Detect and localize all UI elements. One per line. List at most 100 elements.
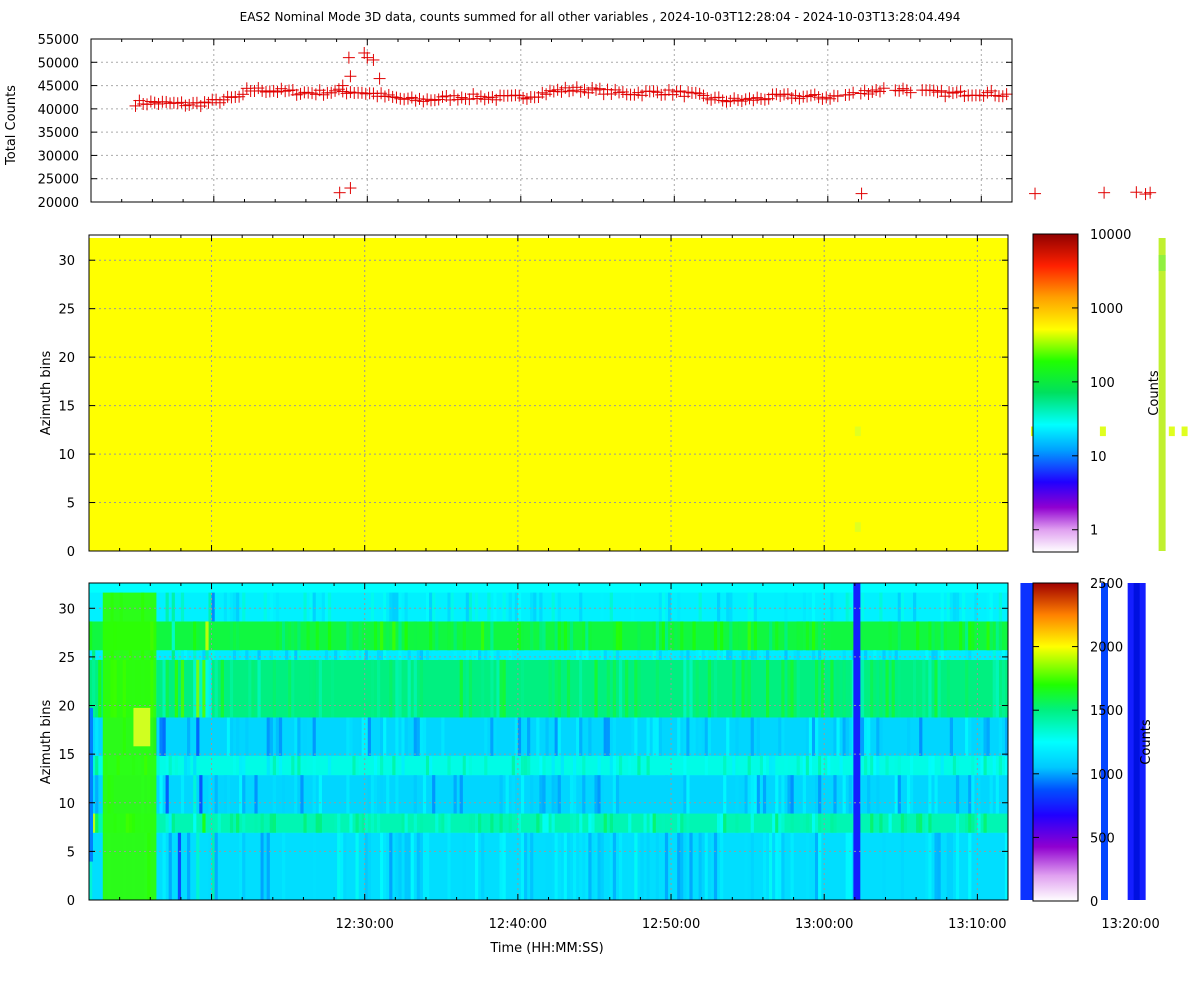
heatmap-cell <box>315 813 319 833</box>
heatmap-cell <box>242 592 246 622</box>
heatmap-cell <box>695 650 699 660</box>
heatmap-cell <box>171 592 175 622</box>
colorbar-tick-label: 1500 <box>1090 704 1123 719</box>
heatmap-cell <box>769 621 773 651</box>
panel3-colorbar <box>1032 582 1079 902</box>
heatmap-cell <box>851 650 855 660</box>
heatmap-cell <box>689 832 693 900</box>
heatmap-cell <box>879 813 883 833</box>
heatmap-cell <box>983 755 987 776</box>
heatmap-cell <box>723 650 727 660</box>
heatmap-cell <box>514 592 519 622</box>
heatmap-cell <box>637 650 641 660</box>
heatmap-cell <box>735 717 739 756</box>
panel2-colorbar-ticks: 1 10 100 1000 10000 <box>1033 228 1131 539</box>
colorbar-tick-label: 10 <box>1090 450 1107 465</box>
heatmap-cell <box>579 832 583 900</box>
heatmap-cell <box>395 832 399 900</box>
heatmap-cell <box>913 659 917 718</box>
heatmap-cell <box>686 650 690 660</box>
heatmap-cell <box>686 775 690 814</box>
heatmap-cell <box>680 621 684 651</box>
heatmap-cell <box>903 813 908 833</box>
heatmap-cell <box>845 717 849 756</box>
heatmap-cell <box>634 832 638 900</box>
heatmap-cell <box>652 621 656 651</box>
heatmap-cell <box>245 650 249 660</box>
heatmap-cell <box>291 755 295 776</box>
heatmap-cell <box>542 813 546 833</box>
heatmap-cell <box>199 659 203 718</box>
heatmap-cell <box>692 717 696 756</box>
heatmap-cell <box>419 659 424 718</box>
heatmap-cell <box>802 775 806 814</box>
heatmap-cell <box>407 832 411 900</box>
heatmap-cell <box>830 659 834 718</box>
heatmap-cell <box>811 813 816 833</box>
heatmap-cell <box>946 832 950 900</box>
heatmap-cell <box>520 755 525 776</box>
data-point <box>1098 186 1111 199</box>
heatmap-cell <box>517 717 522 756</box>
heatmap-cell <box>802 592 806 622</box>
heatmap-cell <box>781 717 785 756</box>
heatmap-cell <box>490 717 494 756</box>
heatmap-dip-column <box>853 583 861 900</box>
heatmap-cell <box>775 775 779 814</box>
heatmap-cell <box>667 592 672 622</box>
heatmap-cell <box>312 592 316 622</box>
heatmap-cell <box>180 592 185 622</box>
heatmap-cell <box>162 717 166 756</box>
heatmap-cell <box>741 650 745 660</box>
heatmap-cell <box>1158 238 1166 551</box>
heatmap-cell <box>965 717 969 756</box>
heatmap-cell <box>413 717 417 756</box>
heatmap-cell <box>551 775 555 814</box>
heatmap-cell <box>376 650 381 660</box>
heatmap-cell <box>922 813 926 833</box>
heatmap-cell <box>949 592 953 622</box>
heatmap-cell <box>223 592 227 622</box>
heatmap-cell <box>557 592 561 622</box>
heatmap-cell <box>367 775 371 814</box>
heatmap-cell <box>183 755 188 776</box>
heatmap-cell <box>873 755 877 776</box>
heatmap-cell <box>744 650 748 660</box>
heatmap-cell <box>447 813 451 833</box>
heatmap-cell <box>398 659 402 718</box>
heatmap-cell <box>1004 717 1009 756</box>
heatmap-cell <box>165 592 169 622</box>
heatmap-cell <box>637 659 641 718</box>
heatmap-cell <box>848 592 852 622</box>
heatmap-cell <box>989 592 993 622</box>
heatmap-cell <box>995 659 999 718</box>
heatmap-cell <box>187 832 191 900</box>
panel2-yticks: 0 5 10 15 20 25 30 <box>58 254 1008 560</box>
heatmap-cell <box>646 832 650 900</box>
heatmap-cell <box>551 813 555 833</box>
heatmap-ytick-label: 25 <box>58 303 75 318</box>
heatmap-cell <box>331 659 335 718</box>
heatmap-cell <box>860 717 865 756</box>
heatmap-cell <box>196 832 200 900</box>
data-point <box>1144 186 1157 199</box>
heatmap-cell <box>992 650 996 660</box>
data-point <box>1139 188 1152 201</box>
heatmap-cell <box>949 832 953 900</box>
heatmap-cell <box>429 592 433 622</box>
heatmap-cell <box>288 659 292 718</box>
heatmap-cell <box>833 813 837 833</box>
heatmap-cell <box>661 650 666 660</box>
panel1-ytick-label: 40000 <box>38 103 79 118</box>
heatmap-ytick-label: 0 <box>67 894 75 909</box>
heatmap-cell <box>995 621 999 651</box>
heatmap-cell <box>986 592 990 622</box>
heatmap-cell <box>753 621 757 651</box>
heatmap-cell <box>762 755 767 776</box>
heatmap-cell <box>615 650 620 660</box>
heatmap-cell <box>922 659 926 718</box>
heatmap-cell <box>551 755 555 776</box>
heatmap-cell <box>487 592 491 622</box>
heatmap-cell <box>977 775 981 814</box>
heatmap-cell <box>576 650 580 660</box>
